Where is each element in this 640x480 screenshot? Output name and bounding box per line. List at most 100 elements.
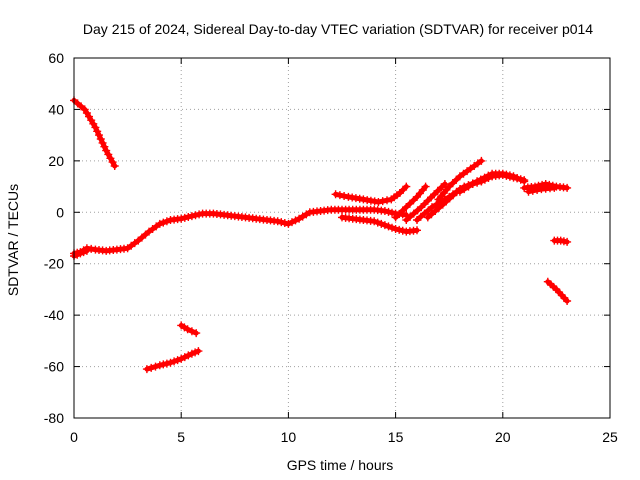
data-point	[391, 225, 400, 233]
data-point	[291, 216, 300, 225]
data-point	[180, 353, 189, 362]
data-point	[384, 222, 393, 231]
data-point	[513, 174, 522, 183]
data-point	[388, 223, 396, 232]
y-tick-label: 0	[56, 204, 64, 220]
data-point	[170, 357, 179, 366]
data-point	[162, 359, 171, 368]
data-point	[155, 361, 164, 370]
data-point	[335, 191, 344, 200]
x-tick-label: 0	[70, 429, 78, 445]
data-point	[183, 325, 192, 334]
data-point	[405, 199, 414, 208]
data-point	[192, 329, 201, 338]
y-tick-label: 20	[48, 153, 64, 169]
data-point	[391, 213, 400, 222]
data-point	[377, 219, 386, 228]
series-arc-6	[331, 182, 411, 206]
series-arc-5	[177, 321, 201, 338]
data-point	[402, 203, 411, 212]
data-point	[87, 244, 96, 253]
data-point	[284, 219, 293, 228]
data-point	[180, 213, 189, 222]
data-point	[413, 226, 421, 235]
y-tick-label: -60	[44, 359, 64, 375]
data-point	[477, 177, 486, 186]
data-point	[402, 182, 411, 191]
data-point	[184, 351, 193, 360]
data-point	[430, 190, 439, 199]
data-point	[388, 208, 396, 217]
data-point	[520, 176, 529, 185]
data-point	[98, 138, 107, 147]
y-tick-label: -20	[44, 256, 64, 272]
data-series	[70, 96, 572, 374]
y-tick-label: 60	[48, 50, 64, 66]
data-point	[437, 183, 446, 192]
y-axis-label: SDTVAR / TECUs	[5, 184, 21, 296]
data-point	[93, 127, 102, 136]
x-tick-label: 5	[177, 429, 185, 445]
series-arc-3	[70, 246, 91, 260]
data-point	[448, 179, 457, 188]
data-point	[95, 131, 103, 140]
series-line	[393, 184, 429, 220]
chart-title: Day 215 of 2024, Sidereal Day-to-day VTE…	[83, 21, 593, 37]
data-point	[280, 219, 289, 227]
data-point	[166, 358, 175, 367]
data-point	[374, 198, 383, 206]
data-point	[480, 175, 489, 184]
data-point	[96, 135, 105, 143]
data-point	[100, 142, 109, 151]
data-point	[533, 186, 542, 194]
data-point	[550, 183, 559, 192]
data-point	[484, 174, 493, 182]
data-point	[277, 218, 286, 227]
x-tick-label: 20	[495, 429, 511, 445]
data-point	[191, 211, 200, 220]
data-point	[563, 237, 572, 246]
data-point	[433, 186, 442, 195]
series-arc-12	[434, 156, 486, 204]
data-point	[509, 173, 518, 182]
data-point	[159, 218, 168, 227]
data-point	[340, 192, 349, 200]
data-point	[288, 218, 296, 227]
data-point	[477, 156, 486, 165]
y-tick-labels: -80 -60 -40 -20 0 20 40 60	[44, 50, 64, 426]
data-point	[184, 213, 193, 221]
series-arc-17	[543, 277, 572, 305]
data-point	[331, 190, 340, 199]
data-point	[373, 218, 382, 227]
data-point	[162, 217, 171, 226]
series-arc-9	[402, 180, 449, 224]
series-arc-16	[524, 183, 559, 196]
series-arc-8	[391, 182, 430, 222]
data-point	[502, 171, 511, 180]
data-point	[524, 187, 533, 196]
series-arc-2	[70, 205, 411, 258]
x-tick-label: 10	[281, 429, 297, 445]
data-point	[395, 210, 404, 218]
data-point	[82, 246, 91, 255]
x-tick-label: 15	[388, 429, 404, 445]
series-arc-7	[338, 213, 421, 236]
data-point	[177, 354, 186, 363]
data-point	[195, 210, 204, 219]
axis-ticks	[73, 57, 611, 419]
data-point	[177, 214, 186, 223]
data-point	[398, 206, 407, 215]
data-point	[378, 197, 387, 206]
data-point	[370, 217, 379, 226]
data-point	[398, 226, 407, 235]
data-point	[395, 225, 404, 234]
data-point	[110, 162, 119, 170]
data-point	[151, 362, 160, 371]
data-point	[563, 297, 572, 305]
data-point	[91, 123, 100, 132]
x-tick-label: 25	[602, 429, 618, 445]
series-arc-4	[142, 347, 203, 374]
y-tick-label: -40	[44, 307, 64, 323]
data-point	[516, 175, 525, 184]
